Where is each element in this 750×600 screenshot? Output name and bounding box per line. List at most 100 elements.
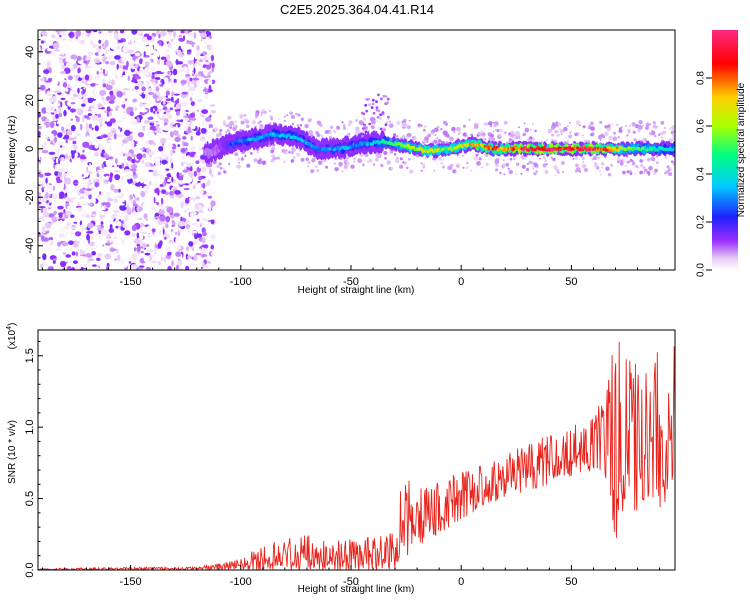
spectrogram-noise-cell <box>124 214 129 222</box>
spectrogram-noise-cell <box>228 130 231 133</box>
spectrogram-noise-cell <box>365 98 369 101</box>
spectrogram-noise-cell <box>68 240 74 245</box>
spectrogram-noise-cell <box>568 134 573 139</box>
spectrogram-noise-cell <box>389 120 392 123</box>
spectrogram-noise-cell <box>199 173 206 176</box>
spectrogram-noise-cell <box>110 184 115 191</box>
spectrogram-noise-cell <box>208 124 213 129</box>
spectrogram-noise-cell <box>124 129 131 136</box>
spectrogram-noise-cell <box>375 157 379 162</box>
spectrogram-noise-cell <box>502 159 505 162</box>
spectrogram-noise-cell <box>76 108 84 116</box>
spectrogram-noise-cell <box>57 163 60 171</box>
spectrogram-noise-cell <box>499 128 503 133</box>
spectrogram-noise-cell <box>55 189 62 192</box>
spectrogram-noise-cell <box>52 42 60 50</box>
spectrogram-noise-cell <box>116 90 123 98</box>
spectrogram-noise-cell <box>199 136 206 142</box>
spectrogram-noise-cell <box>237 161 241 165</box>
spectrogram-noise-cell <box>283 119 286 123</box>
spectrogram-noise-cell <box>170 150 174 157</box>
spectrogram-noise-cell <box>131 232 136 237</box>
spectrogram-noise-cell <box>144 103 151 108</box>
spectrogram-noise-cell <box>82 115 85 123</box>
spectrogram-noise-cell <box>387 118 390 121</box>
spectrogram-noise-cell <box>442 130 448 136</box>
spectrogram-noise-cell <box>54 236 57 242</box>
spectrogram-noise-cell <box>671 129 674 132</box>
spectrogram-noise-cell <box>133 131 139 137</box>
spectrogram-noise-cell <box>38 206 46 209</box>
spectrogram-noise-cell <box>64 178 72 185</box>
spectrogram-noise-cell <box>653 172 656 175</box>
spectrogram-noise-cell <box>475 153 479 157</box>
spectrogram-noise-cell <box>145 267 151 270</box>
spectrogram-noise-cell <box>189 105 193 110</box>
spectrogram-noise-cell <box>531 161 534 164</box>
spectrogram-noise-cell <box>656 155 658 158</box>
spectrogram-noise-cell <box>83 209 88 216</box>
spectrogram-noise-cell <box>77 67 81 74</box>
spectrogram-noise-cell <box>148 66 156 71</box>
spectrogram-noise-cell <box>530 129 532 131</box>
spectrogram-noise-cell <box>621 126 623 128</box>
spectrogram-noise-cell <box>509 135 512 138</box>
spectrogram-noise-cell <box>551 126 555 130</box>
spectrogram-noise-cell <box>43 69 50 74</box>
spectrogram-noise-cell <box>668 138 673 143</box>
spectrogram-noise-cell <box>76 161 79 166</box>
spectrogram-noise-cell <box>126 128 131 131</box>
spectrogram-noise-cell <box>270 151 272 154</box>
spectrogram-noise-cell <box>520 172 523 175</box>
spectrogram-noise-cell <box>195 182 199 185</box>
spectrogram-noise-cell <box>57 132 63 138</box>
spectrogram-noise-cell <box>49 121 55 128</box>
spectrogram-noise-cell <box>436 160 438 162</box>
spectrogram-noise-cell <box>165 223 169 229</box>
spectrogram-noise-cell <box>60 31 67 36</box>
spectrogram-noise-cell <box>90 178 97 181</box>
spectrogram-noise-cell <box>54 230 57 235</box>
spectrogram-noise-cell <box>208 168 212 176</box>
spectrogram-noise-cell <box>75 240 80 244</box>
spectrogram-noise-cell <box>40 40 45 44</box>
spectrogram-noise-cell <box>190 147 195 151</box>
spectrogram-noise-cell <box>60 101 63 108</box>
spectrogram-noise-cell <box>121 239 126 244</box>
spectrogram-noise-cell <box>171 224 175 227</box>
spectrogram-noise-cell <box>45 192 49 199</box>
colorbar-tick-label: 0.8 <box>696 71 707 85</box>
spectrogram-noise-cell <box>462 124 467 128</box>
snr-y-label: SNR (10 * v/v) <box>7 420 18 484</box>
spectrogram-noise-cell <box>544 159 548 163</box>
spectrogram-noise-cell <box>88 178 92 184</box>
spectrogram-noise-cell <box>46 66 50 70</box>
spectrogram-noise-cell <box>170 170 177 178</box>
spectrogram-noise-cell <box>38 147 41 154</box>
spectrogram-noise-cell <box>194 223 201 228</box>
spectrogram-noise-cell <box>664 127 666 129</box>
spectrogram-noise-cell <box>134 191 141 198</box>
spectrogram-noise-cell <box>396 120 401 125</box>
spectrogram-noise-cell <box>427 133 431 138</box>
spectrogram-noise-cell <box>191 188 197 193</box>
spectrogram-noise-cell <box>160 197 164 205</box>
spectrogram-noise-cell <box>196 38 202 43</box>
spectrogram-noise-cell <box>148 203 151 206</box>
spectrogram-noise-cell <box>134 52 141 57</box>
spectrogram-noise-cell <box>494 159 499 165</box>
spectrogram-noise-cell <box>48 151 56 155</box>
spectrogram-noise-cell <box>89 163 92 168</box>
spectrogram-noise-cell <box>245 124 250 129</box>
spectrogram-noise-cell <box>167 42 172 49</box>
spectrogram-noise-cell <box>131 224 137 232</box>
spectrogram-noise-cell <box>190 101 195 107</box>
spectrogram-noise-cell <box>137 132 145 138</box>
spectrogram-noise-cell <box>626 171 629 173</box>
spectrogram-noise-cell <box>52 193 59 200</box>
spectrogram-noise-cell <box>118 126 121 130</box>
spectrogram-noise-cell <box>393 152 397 156</box>
spectrogram-noise-cell <box>165 95 168 98</box>
spectrogram-noise-cell <box>196 233 203 238</box>
spectrogram-noise-cell <box>39 261 43 265</box>
